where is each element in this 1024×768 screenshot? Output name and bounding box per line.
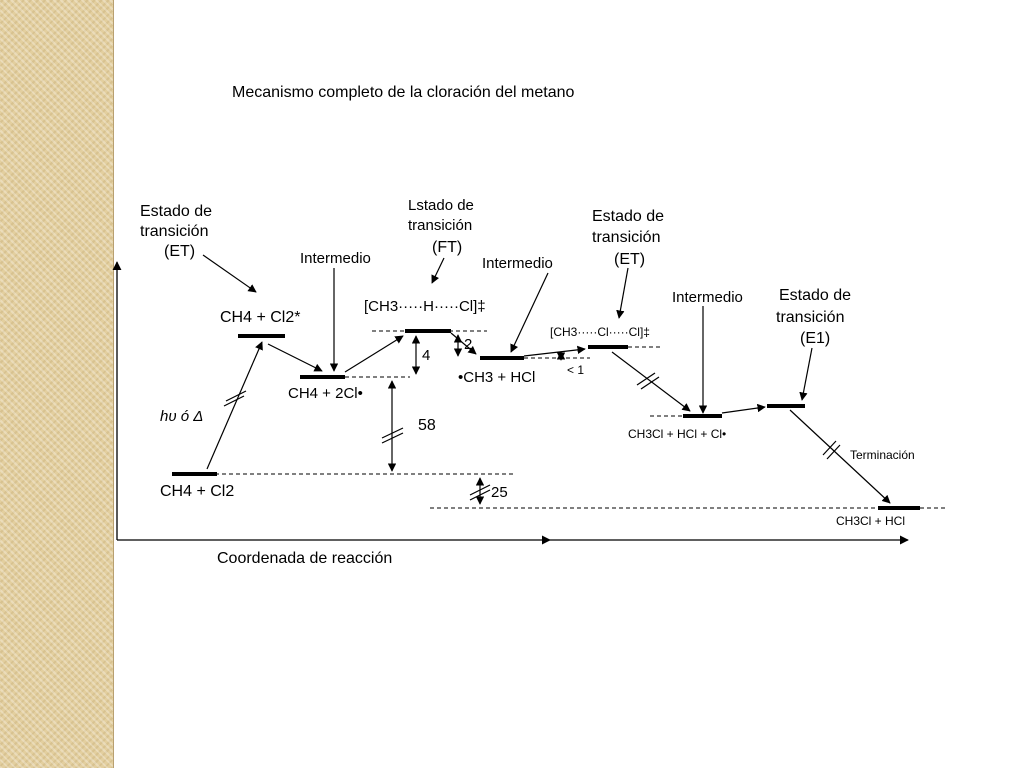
value-58: 58 — [418, 417, 436, 434]
reference-lines — [215, 330, 945, 509]
ts2-label-line1: Lstado de — [408, 197, 474, 214]
species-excited: CH4 + Cl2* — [220, 309, 300, 326]
ts3-label-line1: Estado de — [592, 208, 664, 225]
value-less-than-1: < 1 — [567, 363, 584, 377]
ts4-label-line1: Estado de — [779, 287, 851, 304]
intermediate-2-label: Intermedio — [482, 255, 553, 272]
label-pointers — [202, 254, 813, 414]
decorative-side-band — [0, 0, 114, 768]
ts4-label-line3: (E1) — [800, 330, 830, 347]
ts2-label-line3: (FT) — [432, 239, 462, 256]
value-2: 2 — [464, 336, 472, 353]
ts1-label-line3: (ET) — [164, 243, 195, 260]
activation-label: hυ ó Δ — [160, 408, 203, 425]
species-reactants: CH4 + Cl2 — [160, 483, 234, 500]
ts1-label-line2: transición — [140, 223, 208, 240]
ts3-label-line2: transición — [592, 229, 660, 246]
break-marks — [223, 372, 841, 460]
species-ts2-complex: [CH3·····H·····Cl]‡ — [364, 298, 486, 315]
intermediate-1-label: Intermedio — [300, 250, 371, 267]
ts3-label-line3: (ET) — [614, 251, 645, 268]
species-products: CH3Cl + HCl — [836, 514, 905, 528]
slide-title: Mecanismo completo de la cloración del m… — [232, 84, 575, 101]
species-ts3-complex: [CH3·····Cl·····Cl]‡ — [550, 325, 650, 339]
species-intermediate-2: •CH3 + HCl — [458, 369, 535, 386]
value-25: 25 — [491, 484, 508, 501]
ts1-label-line1: Estado de — [140, 203, 212, 220]
value-4: 4 — [422, 347, 430, 364]
intermediate-3-label: Intermedio — [672, 289, 743, 306]
energy-levels — [172, 329, 920, 510]
x-axis-label: Coordenada de reacción — [217, 550, 392, 567]
ts2-label-line2: transición — [408, 217, 472, 234]
energy-differences — [381, 334, 566, 505]
species-intermediate-1: CH4 + 2Cl• — [288, 385, 363, 402]
species-intermediate-3: CH3Cl + HCl + Cl• — [628, 427, 726, 441]
termination-label: Terminación — [850, 448, 915, 462]
axes — [112, 261, 909, 545]
ts4-label-line2: transición — [776, 309, 844, 326]
